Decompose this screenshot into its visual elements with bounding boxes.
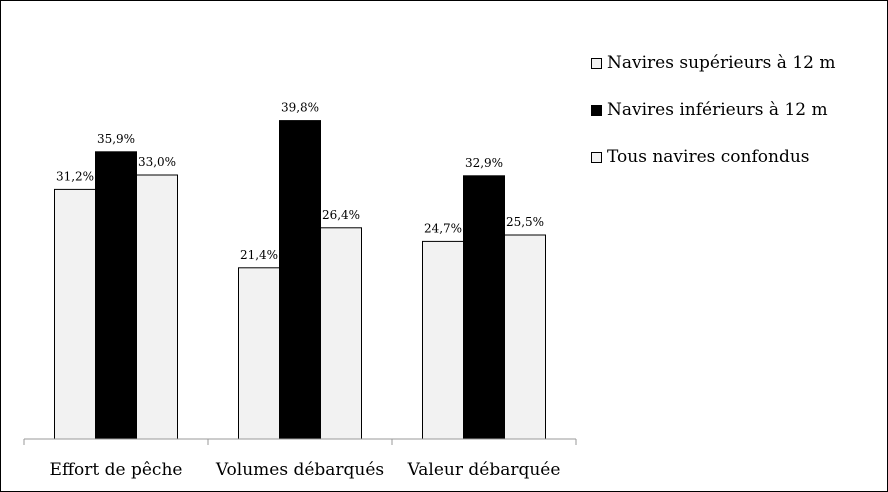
data-label-2-2: 25,5% — [506, 215, 544, 229]
data-label-2-1: 26,4% — [322, 208, 360, 222]
legend-swatch-1 — [591, 104, 602, 116]
bar-0-1 — [238, 267, 280, 440]
data-label-0-1: 21,4% — [240, 248, 278, 262]
legend-label-1: Navires inférieurs à 12 m — [607, 100, 828, 120]
bar-2-2 — [504, 234, 546, 440]
bar-0-2 — [422, 240, 464, 440]
legend-label-0: Navires supérieurs à 12 m — [607, 53, 836, 73]
bar-2-0 — [136, 174, 178, 440]
legend-swatch-0 — [591, 57, 602, 69]
legend-item-1: Navires inférieurs à 12 m — [591, 98, 836, 122]
legend-item-2: Tous navires confondus — [591, 145, 836, 169]
legend-label-2: Tous navires confondus — [607, 147, 810, 167]
legend: Navires supérieurs à 12 m Navires inféri… — [591, 51, 836, 192]
x-tick-label-0: Effort de pêche — [50, 460, 183, 480]
bar-1-0 — [95, 151, 137, 440]
x-tick-label-2: Valeur débarquée — [407, 460, 561, 480]
bar-2-1 — [320, 227, 362, 440]
bar-1-1 — [279, 120, 321, 440]
data-label-1-2: 32,9% — [465, 156, 503, 170]
bar-0-0 — [54, 188, 96, 440]
bar-1-2 — [463, 175, 505, 440]
data-label-1-1: 39,8% — [281, 101, 319, 115]
data-label-0-0: 31,2% — [56, 169, 94, 183]
data-label-1-0: 35,9% — [97, 132, 135, 146]
legend-swatch-2 — [591, 151, 602, 163]
legend-item-0: Navires supérieurs à 12 m — [591, 51, 836, 75]
x-tick-label-1: Volumes débarqués — [215, 460, 384, 480]
data-label-0-2: 24,7% — [424, 221, 462, 235]
data-label-2-0: 33,0% — [138, 155, 176, 169]
